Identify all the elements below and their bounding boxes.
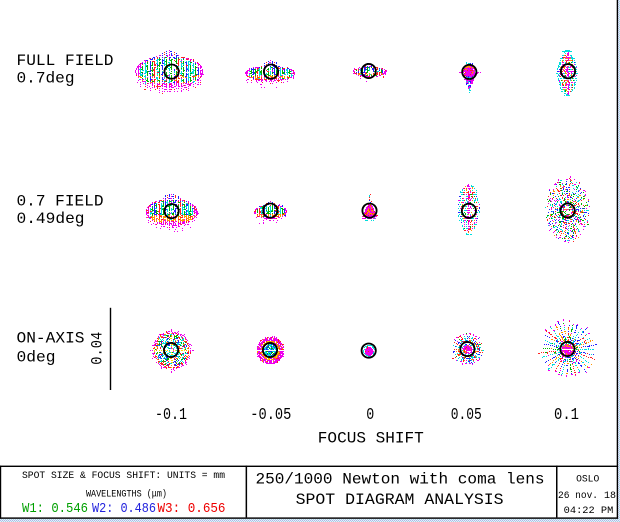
svg-text:WAVELENGTHS (μm): WAVELENGTHS (μm) bbox=[86, 489, 167, 501]
svg-text:18: 18 bbox=[604, 491, 616, 502]
svg-text:W1: 0.546: W1: 0.546 bbox=[22, 501, 88, 517]
svg-text:-0.1: -0.1 bbox=[155, 406, 187, 425]
svg-text:OSLO: OSLO bbox=[576, 475, 599, 486]
svg-text:SPOT SIZE & FOCUS SHIFT: UNITS: SPOT SIZE & FOCUS SHIFT: UNITS = mm bbox=[22, 471, 225, 482]
svg-text:04:22 PM: 04:22 PM bbox=[564, 506, 614, 517]
svg-text:26 nov.: 26 nov. bbox=[558, 491, 598, 502]
svg-text:SPOT DIAGRAM ANALYSIS: SPOT DIAGRAM ANALYSIS bbox=[296, 491, 504, 509]
svg-text:-0.05: -0.05 bbox=[250, 406, 291, 425]
svg-text:0.1: 0.1 bbox=[554, 406, 579, 425]
svg-text:0.49deg: 0.49deg bbox=[17, 210, 85, 228]
svg-text:250/1000 Newton with coma lens: 250/1000 Newton with coma lens bbox=[256, 470, 545, 488]
svg-text:FOCUS SHIFT: FOCUS SHIFT bbox=[318, 429, 424, 447]
svg-text:0.04: 0.04 bbox=[89, 332, 107, 365]
svg-text:0.05: 0.05 bbox=[451, 406, 482, 425]
svg-text:W2: 0.486: W2: 0.486 bbox=[92, 501, 156, 517]
svg-text:0deg: 0deg bbox=[17, 348, 56, 366]
svg-text:0.7deg: 0.7deg bbox=[17, 70, 75, 88]
svg-text:ON-AXIS: ON-AXIS bbox=[17, 329, 85, 347]
svg-text:0.7 FIELD: 0.7 FIELD bbox=[17, 192, 104, 210]
svg-text:FULL FIELD: FULL FIELD bbox=[17, 52, 114, 70]
svg-text:0: 0 bbox=[366, 406, 374, 425]
svg-text:W3: 0.656: W3: 0.656 bbox=[158, 501, 226, 517]
